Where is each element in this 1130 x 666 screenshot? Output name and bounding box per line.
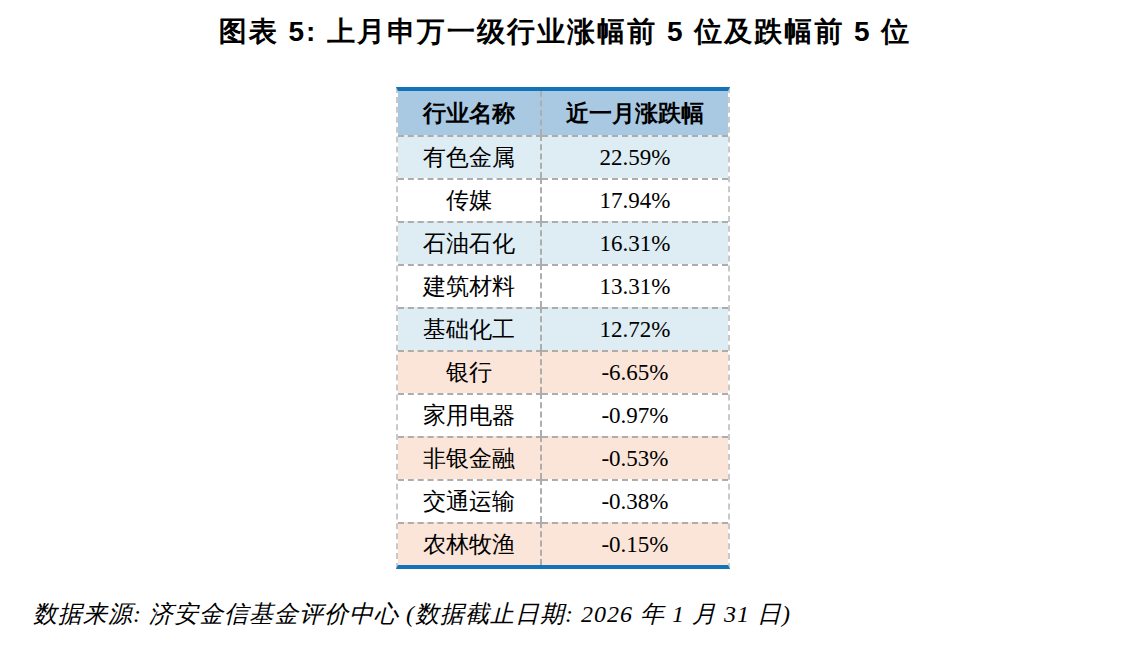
industry-name-cell: 交通运输 (398, 479, 542, 522)
change-value-cell: 13.31% (542, 264, 728, 307)
industry-name-cell: 非银金融 (398, 436, 542, 479)
industry-name-cell: 农林牧渔 (398, 522, 542, 565)
report-page: { "page": { "title": "图表 5: 上月申万一级行业涨幅前 … (0, 0, 1130, 666)
table-row: 银行 -6.65% (398, 350, 728, 393)
change-value-cell: 12.72% (542, 307, 728, 350)
change-value-cell: 22.59% (542, 135, 728, 178)
industry-name-cell: 家用电器 (398, 393, 542, 436)
table-row: 传媒 17.94% (398, 178, 728, 221)
data-source-note: 数据来源: 济安金信基金评价中心 (数据截止日期: 2026 年 1 月 31 … (33, 598, 791, 630)
table-row: 农林牧渔 -0.15% (398, 522, 728, 565)
change-value-cell: -0.15% (542, 522, 728, 565)
table-row: 非银金融 -0.53% (398, 436, 728, 479)
column-header-industry-name: 行业名称 (398, 91, 542, 135)
table-row: 基础化工 12.72% (398, 307, 728, 350)
change-value-cell: 17.94% (542, 178, 728, 221)
industry-name-cell: 石油石化 (398, 221, 542, 264)
column-header-monthly-change: 近一月涨跌幅 (542, 91, 728, 135)
table-body: 有色金属 22.59% 传媒 17.94% 石油石化 16.31% 建筑材料 1… (398, 135, 728, 565)
table-row: 石油石化 16.31% (398, 221, 728, 264)
table-row: 建筑材料 13.31% (398, 264, 728, 307)
change-value-cell: 16.31% (542, 221, 728, 264)
industry-name-cell: 建筑材料 (398, 264, 542, 307)
change-value-cell: -0.53% (542, 436, 728, 479)
industry-name-cell: 传媒 (398, 178, 542, 221)
change-value-cell: -0.38% (542, 479, 728, 522)
change-value-cell: -0.97% (542, 393, 728, 436)
figure-title: 图表 5: 上月申万一级行业涨幅前 5 位及跌幅前 5 位 (0, 13, 1130, 51)
industry-name-cell: 银行 (398, 350, 542, 393)
change-value-cell: -6.65% (542, 350, 728, 393)
table-row: 交通运输 -0.38% (398, 479, 728, 522)
industry-performance-table: 行业名称 近一月涨跌幅 有色金属 22.59% 传媒 17.94% 石油石化 1… (396, 87, 730, 569)
industry-name-cell: 有色金属 (398, 135, 542, 178)
table-row: 家用电器 -0.97% (398, 393, 728, 436)
table-header-row: 行业名称 近一月涨跌幅 (398, 91, 728, 135)
industry-name-cell: 基础化工 (398, 307, 542, 350)
table-row: 有色金属 22.59% (398, 135, 728, 178)
